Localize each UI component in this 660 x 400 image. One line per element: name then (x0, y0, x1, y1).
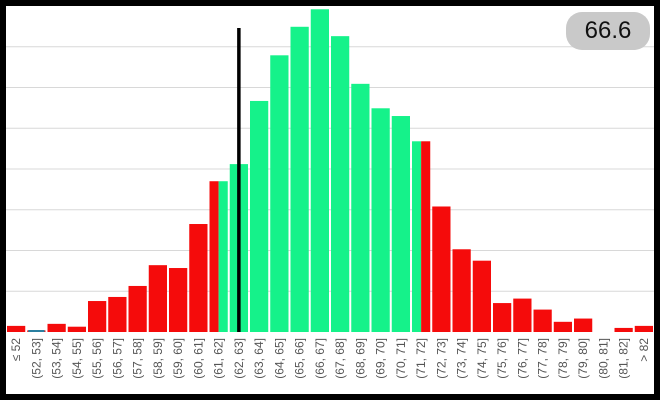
chart-panel: ≤ 52 (52, 53] (53, 54] (54, 55] (55, 56] (56,… (6, 6, 654, 394)
x-tick-label: (52, 53] (29, 338, 43, 379)
histogram-bar (148, 265, 167, 332)
histogram-bar (614, 327, 633, 332)
x-tick-label: (65, 66] (293, 338, 307, 379)
histogram-bar-left-part (209, 181, 219, 332)
x-tick-label: (75, 76] (495, 338, 509, 379)
x-tick-label: (64, 65] (272, 338, 286, 379)
histogram-bar (189, 224, 208, 332)
current-value-text: 66.6 (584, 17, 632, 44)
x-tick-label: (67, 68] (333, 338, 347, 379)
x-tick-label: (61, 62] (212, 338, 226, 379)
histogram-bar (270, 55, 289, 333)
histogram-bar (574, 318, 593, 332)
histogram-bar-right-part (218, 181, 228, 332)
x-tick-label: (79, 80] (576, 338, 590, 379)
x-tick-label: (62, 63] (232, 338, 246, 379)
x-tick-label: (63, 64] (252, 338, 266, 379)
histogram-bar (412, 141, 431, 332)
histogram-bar (351, 83, 370, 333)
histogram-chart: ≤ 52 (52, 53] (53, 54] (54, 55] (55, 56] (56,… (6, 9, 654, 379)
current-value-badge: 66.6 (566, 12, 650, 50)
histogram-bar (493, 303, 512, 332)
x-tick-label: ≤ 52 (9, 338, 23, 362)
x-tick-label: (60, 61] (191, 338, 205, 379)
x-tick-label: (55, 56] (90, 338, 104, 379)
histogram-bar (331, 36, 350, 332)
x-tick-label: (76, 77] (515, 338, 529, 379)
histogram-bar (209, 181, 228, 332)
x-tick-label: (78, 79] (556, 338, 570, 379)
x-tick-label: (81, 82] (617, 338, 631, 379)
x-tick-label: (74, 75] (475, 338, 489, 379)
x-tick-label: (56, 57] (110, 338, 124, 379)
x-tick-label: (80, 81] (596, 338, 610, 379)
histogram-bar (472, 260, 491, 332)
histogram-bar (47, 323, 66, 332)
histogram-bar (553, 321, 572, 332)
x-tick-label: (68, 69] (353, 338, 367, 379)
histogram-bar (128, 285, 147, 332)
histogram-bar (108, 296, 127, 332)
histogram-bar-left-part (412, 141, 422, 332)
histogram-bar (432, 206, 451, 332)
x-tick-label: (71, 72] (414, 338, 428, 379)
histogram-bar (371, 108, 390, 332)
histogram-bar (533, 309, 552, 332)
histogram-bar-cap (28, 330, 45, 332)
histogram-bar (634, 325, 653, 332)
x-tick-label: (58, 59] (151, 338, 165, 379)
x-tick-label: (73, 74] (455, 338, 469, 379)
histogram-bar (250, 100, 269, 332)
x-tick-label: (54, 55] (70, 338, 84, 379)
x-tick-label: (69, 70] (374, 338, 388, 379)
histogram-bar (513, 298, 532, 332)
x-tick-label: (53, 54] (50, 338, 64, 379)
histogram-bar (67, 326, 86, 332)
x-tick-label: (77, 78] (536, 338, 550, 379)
histogram-bar (310, 9, 329, 332)
histogram-bar-right-part (421, 141, 431, 332)
x-tick-label: (57, 58] (131, 338, 145, 379)
x-tick-label: (72, 73] (434, 338, 448, 379)
histogram-bar (290, 26, 309, 332)
x-tick-label: (66, 67] (313, 338, 327, 379)
x-tick-label: (70, 71] (394, 338, 408, 379)
histogram-bar (7, 325, 26, 332)
histogram-bar (169, 268, 188, 332)
histogram-bar (88, 301, 107, 332)
x-tick-label: (59, 60] (171, 338, 185, 379)
x-tick-label: > 82 (637, 338, 651, 362)
histogram-bar (391, 116, 410, 333)
histogram-bar (452, 249, 471, 332)
